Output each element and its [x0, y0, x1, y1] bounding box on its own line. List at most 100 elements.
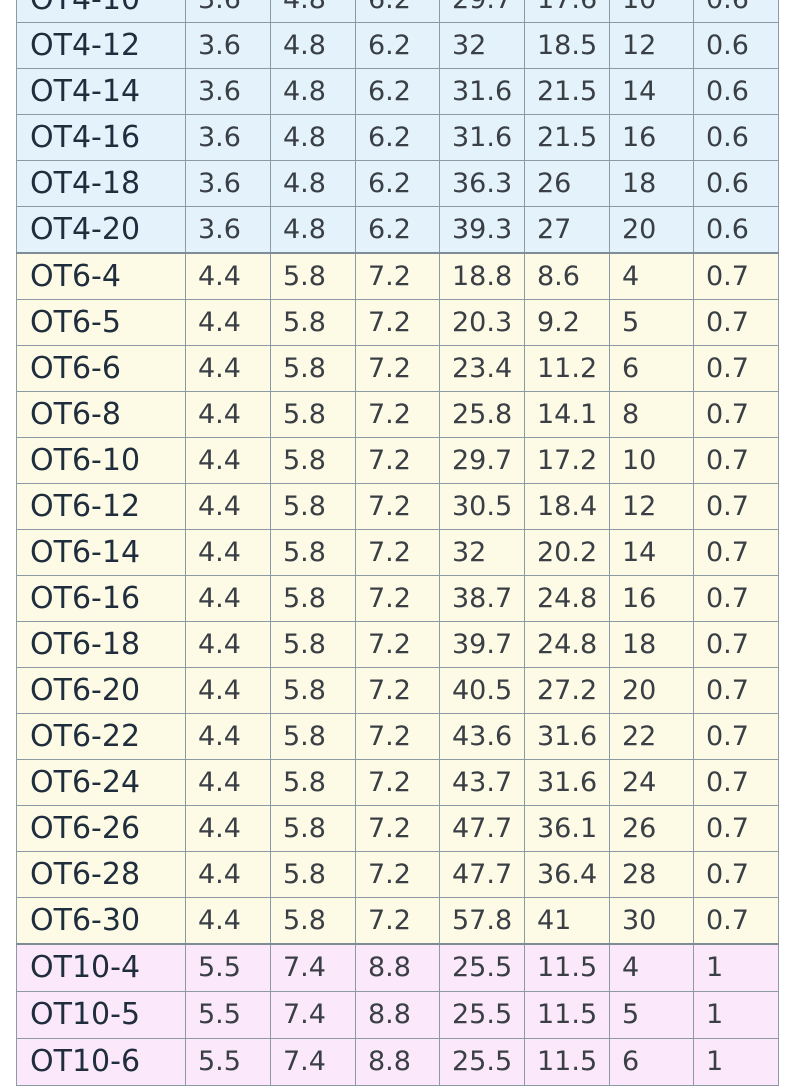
table-row: OT6-26 4.4 5.8 7.2 47.7 36.1 26 0.7 — [16, 805, 779, 852]
value-cell: 7.2 — [355, 252, 440, 300]
terminal-spec-table: OT4-103.64.86.229.717.6100.6OT4-123.64.8… — [16, 0, 779, 1086]
value-cell: 16 — [609, 114, 694, 161]
value-cell: 7.2 — [355, 299, 440, 346]
table-row: OT10-6 5.5 7.4 8.8 25.5 11.5 6 1 — [16, 1037, 779, 1086]
value-cell: 6 — [609, 1037, 694, 1086]
value-cell: 47.7 — [439, 851, 525, 898]
value-cell: 4.8 — [270, 0, 356, 23]
value-cell: 0.6 — [693, 114, 779, 161]
value-cell: 3.6 — [185, 160, 271, 207]
table-row: OT6-6 4.4 5.8 7.2 23.4 11.2 6 0.7 — [16, 345, 779, 392]
value-cell: 39.3 — [439, 206, 525, 254]
value-cell: 8.6 — [524, 252, 610, 300]
value-cell: 0.7 — [693, 759, 779, 806]
value-cell: 6 — [609, 345, 694, 392]
value-cell: 3.6 — [185, 0, 271, 23]
model-cell: OT10-5 — [16, 990, 186, 1039]
value-cell: 18 — [609, 621, 694, 668]
model-cell: OT4-20 — [16, 206, 186, 254]
table-row: OT10-5 5.5 7.4 8.8 25.5 11.5 5 1 — [16, 990, 779, 1039]
value-cell: 4.8 — [270, 22, 356, 69]
value-cell: 0.7 — [693, 345, 779, 392]
value-cell: 20.2 — [524, 529, 610, 576]
value-cell: 18.8 — [439, 252, 525, 300]
value-cell: 30 — [609, 897, 694, 945]
value-cell: 5.8 — [270, 391, 356, 438]
spec-table-container: OT4-103.64.86.229.717.6100.6OT4-123.64.8… — [16, 0, 779, 1086]
model-cell: OT6-12 — [16, 483, 186, 530]
value-cell: 24.8 — [524, 621, 610, 668]
value-cell: 0.6 — [693, 160, 779, 207]
value-cell: 18.4 — [524, 483, 610, 530]
value-cell: 4.4 — [185, 713, 271, 760]
table-row: OT6-5 4.4 5.8 7.2 20.3 9.2 5 0.7 — [16, 299, 779, 346]
value-cell: 18 — [609, 160, 694, 207]
value-cell: 20 — [609, 667, 694, 714]
table-row: OT4-18 3.6 4.8 6.2 36.3 26 18 0.6 — [16, 160, 779, 207]
value-cell: 5.8 — [270, 252, 356, 300]
spec-table-body: OT4-103.64.86.229.717.6100.6OT4-123.64.8… — [16, 0, 779, 1086]
value-cell: 5.8 — [270, 483, 356, 530]
value-cell: 16 — [609, 575, 694, 622]
table-row: OT6-10 4.4 5.8 7.2 29.7 17.2 10 0.7 — [16, 437, 779, 484]
table-row: OT6-30 4.4 5.8 7.2 57.8 41 30 0.7 — [16, 897, 779, 945]
value-cell: 26 — [524, 160, 610, 207]
value-cell: 14 — [609, 68, 694, 115]
value-cell: 10 — [609, 0, 694, 23]
value-cell: 5.8 — [270, 529, 356, 576]
value-cell: 6.2 — [355, 160, 440, 207]
value-cell: 5 — [609, 299, 694, 346]
value-cell: 4.4 — [185, 529, 271, 576]
value-cell: 6.2 — [355, 206, 440, 254]
table-row: OT6-18 4.4 5.8 7.2 39.7 24.8 18 0.7 — [16, 621, 779, 668]
value-cell: 4.4 — [185, 805, 271, 852]
value-cell: 0.6 — [693, 68, 779, 115]
value-cell: 5.8 — [270, 667, 356, 714]
value-cell: 22 — [609, 713, 694, 760]
table-row: OT6-24 4.4 5.8 7.2 43.7 31.6 24 0.7 — [16, 759, 779, 806]
value-cell: 5.8 — [270, 575, 356, 622]
value-cell: 21.5 — [524, 114, 610, 161]
value-cell: 47.7 — [439, 805, 525, 852]
value-cell: 3.6 — [185, 206, 271, 254]
model-cell: OT4-14 — [16, 68, 186, 115]
value-cell: 11.5 — [524, 943, 610, 992]
value-cell: 4.4 — [185, 299, 271, 346]
table-row: OT6-28 4.4 5.8 7.2 47.7 36.4 28 0.7 — [16, 851, 779, 898]
value-cell: 0.7 — [693, 897, 779, 945]
value-cell: 29.7 — [439, 437, 525, 484]
value-cell: 0.6 — [693, 0, 779, 23]
value-cell: 7.2 — [355, 851, 440, 898]
value-cell: 4 — [609, 943, 694, 992]
value-cell: 7.2 — [355, 483, 440, 530]
value-cell: 3.6 — [185, 68, 271, 115]
value-cell: 10 — [609, 437, 694, 484]
value-cell: 30.5 — [439, 483, 525, 530]
value-cell: 6.2 — [355, 22, 440, 69]
value-cell: 8 — [609, 391, 694, 438]
value-cell: 32 — [439, 22, 525, 69]
table-row: OT6-22 4.4 5.8 7.2 43.6 31.6 22 0.7 — [16, 713, 779, 760]
table-row: OT6-8 4.4 5.8 7.2 25.8 14.1 8 0.7 — [16, 391, 779, 438]
model-cell: OT6-10 — [16, 437, 186, 484]
model-cell: OT6-5 — [16, 299, 186, 346]
value-cell: 7.2 — [355, 529, 440, 576]
model-cell: OT6-20 — [16, 667, 186, 714]
value-cell: 3.6 — [185, 114, 271, 161]
value-cell: 0.7 — [693, 483, 779, 530]
value-cell: 43.6 — [439, 713, 525, 760]
value-cell: 0.6 — [693, 206, 779, 254]
value-cell: 4.4 — [185, 345, 271, 392]
value-cell: 5.5 — [185, 943, 271, 992]
value-cell: 5.8 — [270, 299, 356, 346]
table-row: OT4-103.64.86.229.717.6100.6 — [16, 0, 779, 23]
value-cell: 4.4 — [185, 391, 271, 438]
value-cell: 25.5 — [439, 990, 525, 1039]
model-cell: OT6-22 — [16, 713, 186, 760]
value-cell: 11.2 — [524, 345, 610, 392]
value-cell: 17.2 — [524, 437, 610, 484]
value-cell: 8.8 — [355, 943, 440, 992]
value-cell: 0.7 — [693, 713, 779, 760]
value-cell: 4.4 — [185, 575, 271, 622]
value-cell: 6.2 — [355, 68, 440, 115]
